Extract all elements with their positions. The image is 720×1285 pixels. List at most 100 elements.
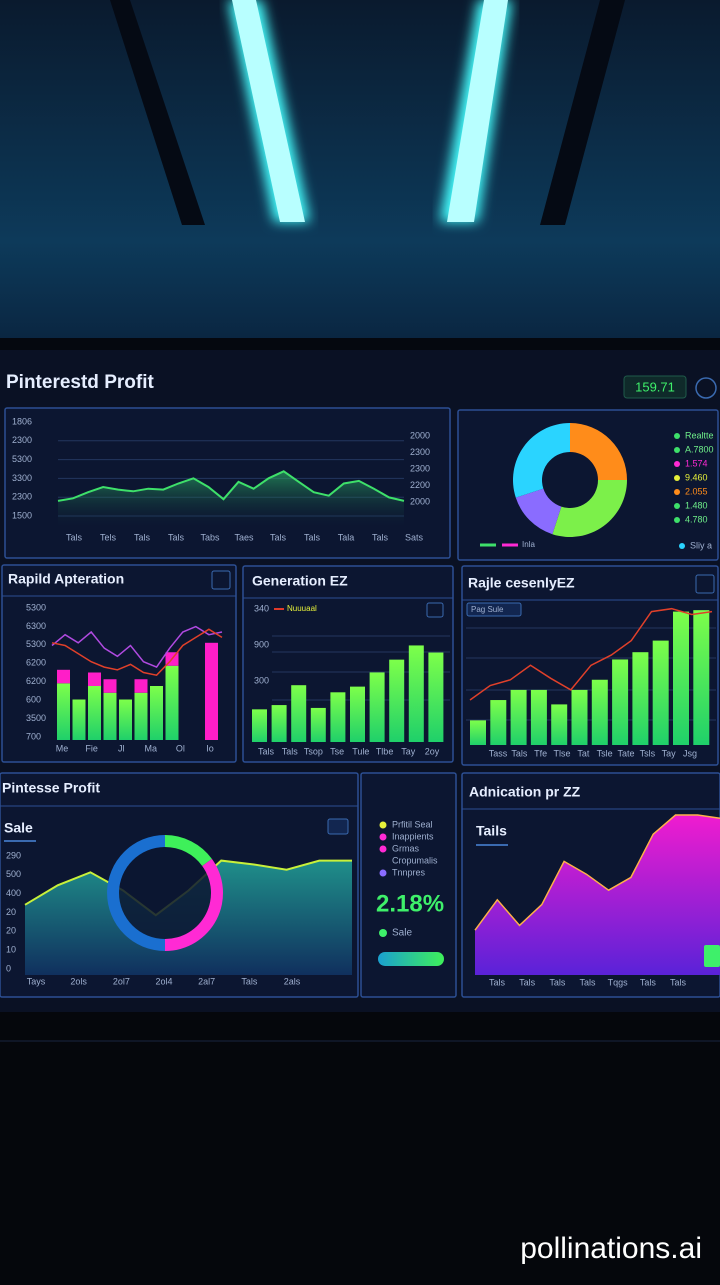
light bbox=[232, 0, 305, 222]
y-tick-label: 6200 bbox=[26, 658, 46, 668]
dropdown[interactable] bbox=[211, 570, 231, 590]
watermark: pollinations.ai bbox=[520, 1232, 702, 1265]
legend-label: Cropumalis bbox=[392, 855, 438, 865]
bar bbox=[134, 692, 148, 740]
y-tick-label: 20 bbox=[6, 907, 16, 917]
panel-subtitle: Tails bbox=[476, 823, 507, 839]
y-tick-label: 6300 bbox=[26, 621, 46, 631]
bar bbox=[673, 611, 689, 745]
y2-tick-label: 2000 bbox=[410, 496, 430, 506]
legend-label: Sliy a bbox=[690, 540, 712, 550]
ceiling bbox=[0, 0, 720, 345]
area bbox=[475, 815, 720, 975]
x-tick-label: Tlbe bbox=[376, 746, 394, 756]
area bbox=[58, 471, 404, 527]
y-tick-label: 6200 bbox=[26, 676, 46, 686]
legend-label: 1.574 bbox=[685, 458, 708, 468]
panel-title: Rajle cesenlyEZ bbox=[468, 575, 575, 591]
x-tick-label: Tat bbox=[577, 748, 590, 758]
y-tick-label: 2300 bbox=[12, 435, 32, 445]
legend-label: 2.055 bbox=[685, 486, 708, 496]
bar bbox=[591, 679, 608, 745]
y-tick-label: 5300 bbox=[12, 454, 32, 464]
y-tick-label: 5300 bbox=[26, 639, 46, 649]
x-tick-label: Me bbox=[56, 743, 69, 753]
y-tick-label: 3500 bbox=[26, 713, 46, 723]
x-tick-label: Tsop bbox=[304, 746, 323, 756]
legend-label: Grmas bbox=[392, 843, 420, 853]
icon-button[interactable] bbox=[695, 574, 715, 594]
x-tick-label: Tals bbox=[66, 532, 83, 542]
icon-button[interactable] bbox=[695, 377, 717, 399]
legend-dot bbox=[379, 929, 387, 937]
legend-label: 9.460 bbox=[685, 472, 708, 482]
legend-dot bbox=[379, 869, 387, 877]
x-tick-label: 2al7 bbox=[198, 976, 215, 986]
screen-bezel bbox=[0, 338, 720, 350]
legend-dot bbox=[674, 447, 680, 453]
legend-dot bbox=[674, 461, 680, 467]
icon-button[interactable] bbox=[327, 818, 349, 835]
rail bbox=[540, 0, 625, 225]
x-tick-label: Tals bbox=[258, 746, 275, 756]
donut-segment bbox=[165, 858, 223, 951]
line bbox=[474, 814, 720, 931]
metric-value: 2.18% bbox=[376, 890, 444, 917]
icon-button[interactable] bbox=[426, 602, 444, 618]
legend-dot bbox=[379, 845, 387, 853]
y-tick-label: 500 bbox=[6, 869, 21, 879]
bar bbox=[330, 692, 346, 742]
bar bbox=[652, 640, 669, 745]
panel bbox=[360, 772, 457, 998]
line bbox=[51, 625, 223, 669]
bar bbox=[291, 685, 307, 742]
legend-label: Prfitil Seal bbox=[392, 819, 433, 829]
legend-label: Inla bbox=[522, 540, 535, 549]
x-tick-label: Tfe bbox=[534, 748, 547, 758]
legend-dot bbox=[674, 475, 680, 481]
badge bbox=[623, 375, 687, 399]
y-tick-label: 600 bbox=[26, 695, 41, 705]
y-tick-label: 10 bbox=[6, 945, 16, 955]
x-tick-label: Tala bbox=[338, 532, 355, 542]
legend-dot bbox=[674, 489, 680, 495]
bar bbox=[350, 686, 365, 742]
legend-label: Nuuuaal bbox=[287, 604, 317, 613]
x-tick-label: Tule bbox=[352, 746, 369, 756]
donut-hole bbox=[118, 846, 212, 940]
donut-segment bbox=[165, 835, 212, 866]
bar bbox=[72, 699, 86, 740]
x-tick-label: Ma bbox=[145, 743, 158, 753]
x-tick-label: Tsls bbox=[640, 748, 656, 758]
x-tick-label: 2ol4 bbox=[155, 976, 172, 986]
x-tick-label: Tse bbox=[330, 746, 344, 756]
panel-title: Rapild Apteration bbox=[8, 571, 124, 587]
bar bbox=[408, 645, 424, 742]
bar bbox=[571, 689, 588, 745]
bar bbox=[119, 699, 132, 740]
legend-label: 1.480 bbox=[685, 500, 708, 510]
bar-segment bbox=[57, 669, 70, 684]
x-tick-label: 2ol7 bbox=[113, 976, 130, 986]
legend-label: Sale bbox=[392, 928, 412, 939]
bar bbox=[490, 700, 507, 745]
x-tick-label: 2ols bbox=[70, 976, 87, 986]
x-tick-label: Tals bbox=[168, 532, 185, 542]
y2-tick-label: 2300 bbox=[410, 447, 430, 457]
x-tick-label: Jl bbox=[118, 743, 125, 753]
x-tick-label: Tals bbox=[670, 977, 687, 987]
bar bbox=[271, 705, 287, 742]
icon-button[interactable] bbox=[704, 945, 720, 967]
panel bbox=[457, 409, 719, 561]
bar bbox=[88, 686, 101, 740]
x-tick-label: Tsle bbox=[597, 748, 613, 758]
bar-segment bbox=[134, 679, 148, 693]
dashboard-title: Pinterestd Profit bbox=[6, 372, 154, 393]
bar bbox=[369, 672, 385, 742]
y-tick-label: 2300 bbox=[12, 492, 32, 502]
y2-tick-label: 2300 bbox=[410, 463, 430, 473]
y-tick-label: 300 bbox=[254, 675, 269, 685]
y-tick-label: 900 bbox=[254, 639, 269, 649]
donut-segment bbox=[515, 488, 562, 535]
legend-label: A.7800 bbox=[685, 444, 714, 454]
